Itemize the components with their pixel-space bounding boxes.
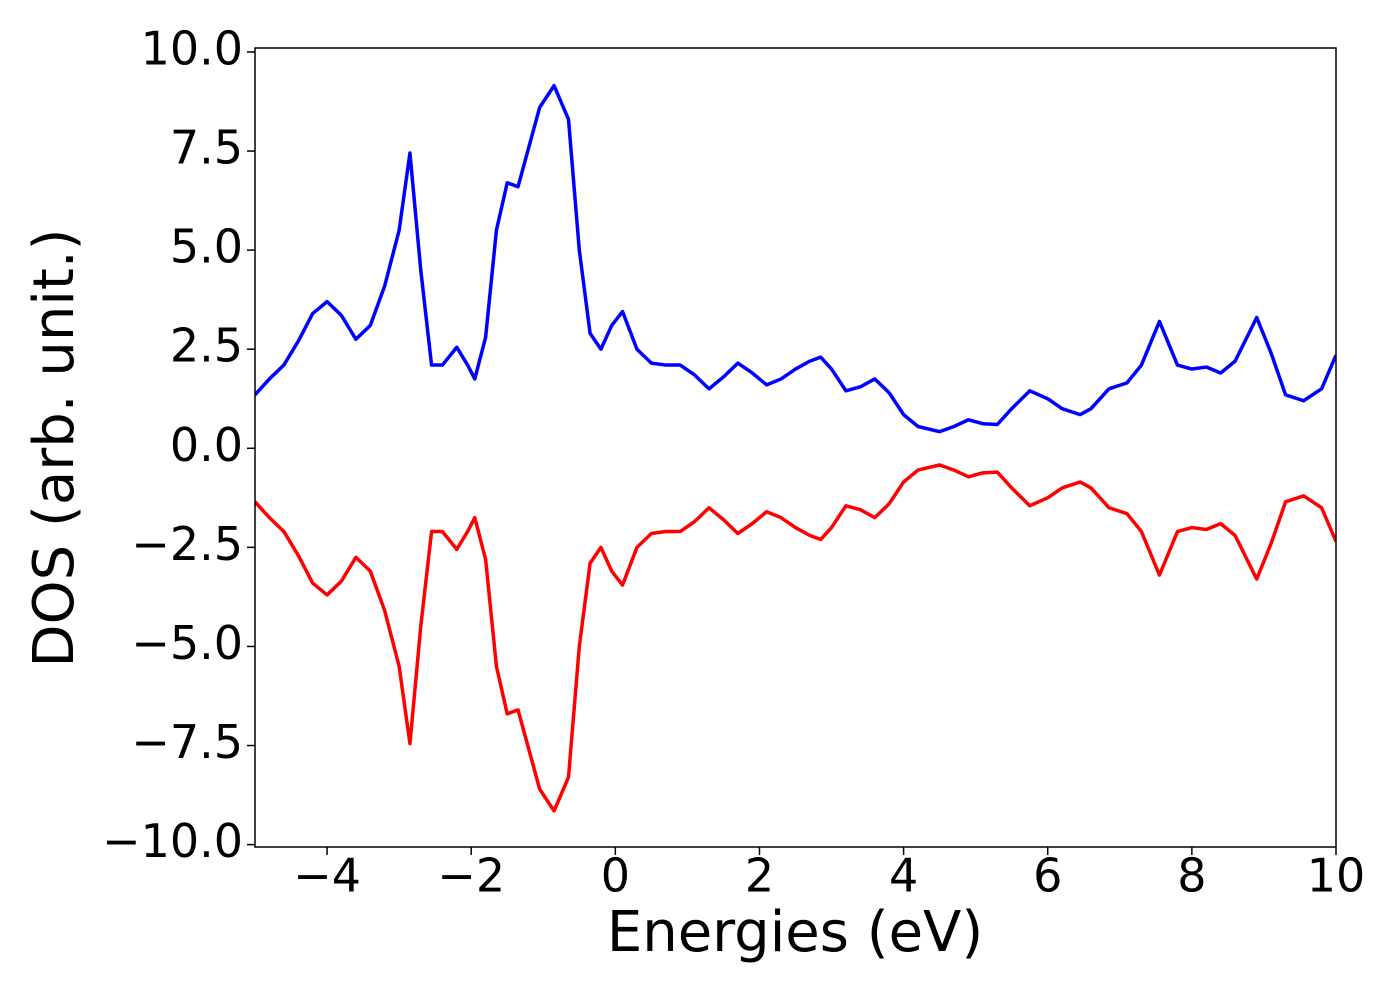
y-tick-label: 10.0 (141, 21, 243, 75)
y-tick-label: 0.0 (170, 418, 243, 472)
x-tick-label: 8 (1177, 849, 1206, 903)
x-tick-label: −2 (437, 849, 505, 903)
x-tick-label: 0 (601, 849, 630, 903)
y-tick-label: 5.0 (170, 220, 243, 274)
y-tick-label: −7.5 (131, 715, 243, 769)
x-tick-label: 6 (1033, 849, 1062, 903)
dos-line (255, 83, 1336, 434)
y-tick-label: −2.5 (131, 517, 243, 571)
x-tick-label: 10 (1307, 849, 1366, 903)
dos-line (255, 463, 1336, 813)
x-tick-label: 2 (745, 849, 774, 903)
y-tick-label: −10.0 (102, 814, 243, 868)
y-axis-title: DOS (arb. unit.) (22, 228, 87, 667)
plot-frame (254, 47, 1337, 848)
y-tick-label: 7.5 (170, 121, 243, 175)
y-tick-label: −5.0 (131, 616, 243, 670)
x-tick-label: 4 (889, 849, 918, 903)
x-axis-title: Energies (eV) (607, 900, 983, 965)
y-tick-label: 2.5 (170, 319, 243, 373)
x-tick-label: −4 (293, 849, 361, 903)
